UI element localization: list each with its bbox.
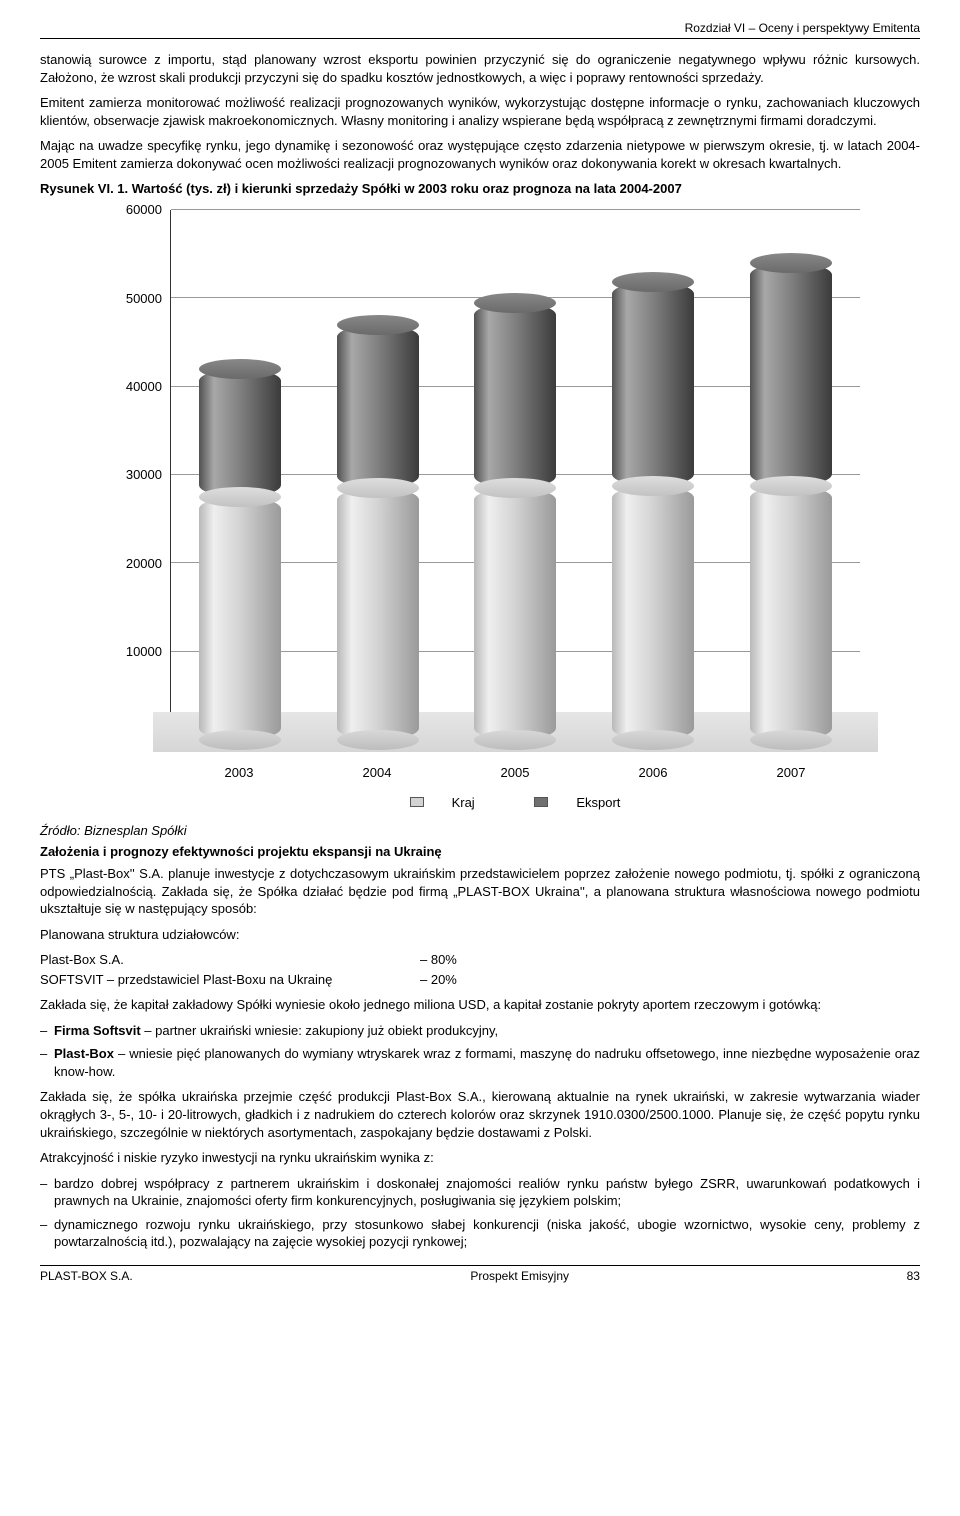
chart-legend: Kraj Eksport [170, 782, 860, 812]
body-paragraph: stanowią surowce z importu, stąd planowa… [40, 51, 920, 86]
page-footer: PLAST-BOX S.A. Prospekt Emisyjny 83 [40, 1265, 920, 1284]
list-item: bardzo dobrej współpracy z partnerem ukr… [54, 1175, 920, 1210]
footer-right: 83 [907, 1268, 920, 1284]
chapter-header: Rozdział VI – Oceny i perspektywy Emiten… [40, 20, 920, 39]
share-row: SOFTSVIT – przedstawiciel Plast-Boxu na … [40, 971, 920, 989]
x-tick-label: 2003 [194, 764, 284, 782]
y-tick-label: 40000 [126, 378, 162, 396]
x-tick-label: 2005 [470, 764, 560, 782]
bullet-list: bardzo dobrej współpracy z partnerem ukr… [40, 1175, 920, 1251]
x-tick-label: 2004 [332, 764, 422, 782]
body-paragraph: Emitent zamierza monitorować możliwość r… [40, 94, 920, 129]
bar [333, 325, 423, 740]
y-axis: 0100002000030000400005000060000 [100, 210, 170, 740]
body-paragraph: Mając na uwadze specyfikę rynku, jego dy… [40, 137, 920, 172]
list-item: Firma Softsvit – partner ukraiński wnies… [54, 1022, 920, 1040]
share-name: Plast-Box S.A. [40, 951, 420, 969]
body-paragraph: Planowana struktura udziałowców: [40, 926, 920, 944]
y-tick-label: 10000 [126, 643, 162, 661]
body-paragraph: Zakłada się, że kapitał zakładowy Spółki… [40, 996, 920, 1014]
bullet-list: Firma Softsvit – partner ukraiński wnies… [40, 1022, 920, 1081]
y-tick-label: 20000 [126, 555, 162, 573]
share-pct: – 20% [420, 971, 457, 989]
body-paragraph: Atrakcyjność i niskie ryzyko inwestycji … [40, 1149, 920, 1167]
list-item: dynamicznego rozwoju rynku ukraińskiego,… [54, 1216, 920, 1251]
share-name: SOFTSVIT – przedstawiciel Plast-Boxu na … [40, 971, 420, 989]
body-paragraph: Zakłada się, że spółka ukraińska przejmi… [40, 1088, 920, 1141]
bar [746, 263, 836, 740]
y-tick-label: 50000 [126, 290, 162, 308]
x-tick-label: 2007 [746, 764, 836, 782]
share-pct: – 80% [420, 951, 457, 969]
footer-center: Prospekt Emisyjny [470, 1268, 569, 1284]
list-item: Plast-Box – wniesie pięć planowanych do … [54, 1045, 920, 1080]
y-tick-label: 30000 [126, 466, 162, 484]
bar [195, 369, 285, 740]
share-row: Plast-Box S.A. – 80% [40, 951, 920, 969]
plot-area [170, 210, 860, 740]
subheading: Założenia i prognozy efektywności projek… [40, 843, 920, 861]
bar [608, 282, 698, 740]
figure-source: Źródło: Biznesplan Spółki [40, 822, 920, 840]
share-table: Plast-Box S.A. – 80% SOFTSVIT – przedsta… [40, 951, 920, 988]
footer-left: PLAST-BOX S.A. [40, 1268, 133, 1284]
figure-title: Rysunek VI. 1. Wartość (tys. zł) i kieru… [40, 180, 920, 198]
legend-kraj: Kraj [452, 794, 475, 812]
y-tick-label: 60000 [126, 201, 162, 219]
chart: 0100002000030000400005000060000 20032004… [100, 210, 860, 812]
x-tick-label: 2006 [608, 764, 698, 782]
bar [470, 303, 560, 740]
legend-eksport: Eksport [576, 794, 620, 812]
body-paragraph: PTS „Plast-Box'' S.A. planuje inwestycje… [40, 865, 920, 918]
